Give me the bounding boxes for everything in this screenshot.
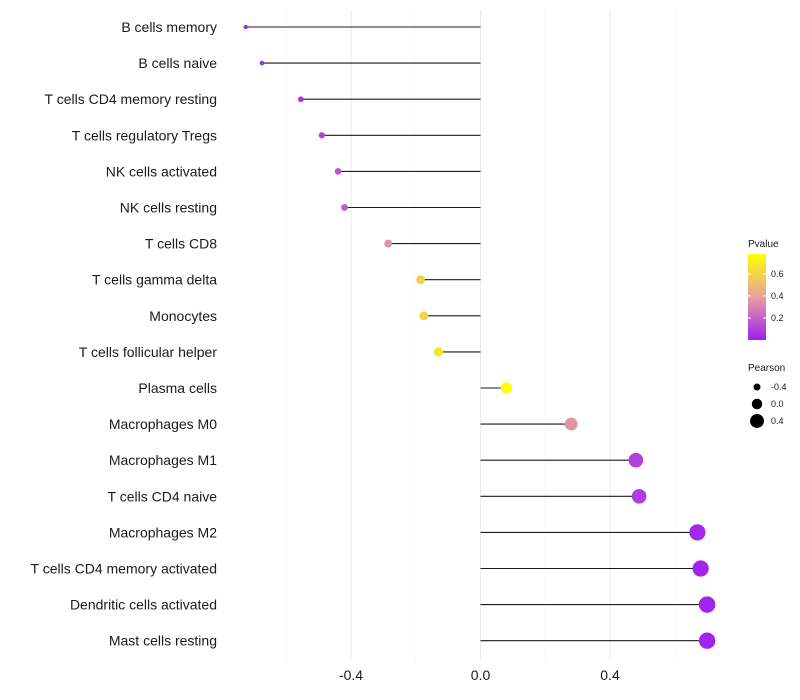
size-legend-key	[753, 383, 761, 391]
category-label: NK cells activated	[106, 163, 217, 179]
lollipop-point	[689, 524, 706, 541]
lollipop-point	[334, 168, 342, 175]
category-label: B cells naive	[138, 55, 217, 71]
category-label: NK cells resting	[120, 200, 217, 216]
category-label: T cells follicular helper	[79, 344, 218, 360]
lollipop-point	[433, 347, 444, 357]
size-legend-key	[750, 414, 764, 428]
pvalue-legend-title: Pvalue	[748, 239, 779, 250]
legends: Pvalue 0.6 0.4 0.2 Pearson -0.4 0.0 0.4	[748, 239, 787, 428]
size-legend-label: -0.4	[771, 382, 787, 392]
colorbar-tick-label: 0.4	[771, 291, 784, 301]
category-labels: B cells memory B cells naive T cells CD4 m…	[31, 19, 218, 649]
lollipop-point	[297, 96, 304, 103]
lollipop-point	[259, 60, 265, 66]
category-label: T cells CD4 memory resting	[45, 91, 217, 107]
category-label: Mast cells resting	[109, 633, 217, 649]
category-label: Plasma cells	[138, 380, 217, 396]
lollipop-stems	[245, 26, 708, 642]
category-label: B cells memory	[121, 19, 217, 35]
pearson-size-legend: -0.4 0.0 0.4	[750, 382, 787, 428]
lollipop-point	[564, 417, 578, 431]
lollipop-point	[698, 632, 716, 649]
category-label: T cells gamma delta	[92, 272, 217, 288]
x-tick-label: 0.0	[471, 667, 491, 683]
category-label: Macrophages M1	[109, 452, 217, 468]
lollipop-point	[416, 275, 426, 285]
pearson-legend-title: Pearson	[748, 363, 785, 374]
pvalue-colorbar	[748, 254, 766, 340]
lollipop-point	[500, 382, 512, 394]
colorbar-tick-label: 0.6	[771, 269, 784, 279]
lollipop-point	[631, 488, 647, 504]
x-tick-labels: -0.4 0.0 0.4	[339, 667, 620, 683]
category-label: T cells CD8	[145, 236, 217, 252]
category-label: Dendritic cells activated	[70, 597, 217, 613]
lollipop-point	[243, 24, 248, 30]
lollipop-point	[419, 311, 429, 321]
lollipop-point	[384, 239, 393, 248]
category-label: T cells regulatory Tregs	[72, 127, 217, 143]
category-label: T cells CD4 naive	[108, 488, 218, 504]
lollipop-points	[243, 24, 716, 649]
size-legend-key	[751, 398, 763, 410]
size-legend-label: 0.4	[771, 416, 784, 426]
category-label: Monocytes	[149, 308, 217, 324]
grid-lines	[285, 10, 676, 660]
pvalue-colorbar-ticks: 0.6 0.4 0.2	[748, 269, 784, 323]
category-label: Macrophages M2	[109, 524, 217, 540]
size-legend-label: 0.0	[771, 399, 784, 409]
x-tick-label: 0.4	[600, 667, 620, 683]
category-label: T cells CD4 memory activated	[31, 561, 217, 577]
lollipop-point	[318, 132, 325, 139]
lollipop-point	[692, 560, 709, 577]
colorbar-tick-label: 0.2	[771, 313, 784, 323]
lollipop-point	[698, 596, 716, 613]
lollipop-point	[341, 204, 348, 211]
category-label: Macrophages M0	[109, 416, 217, 432]
x-tick-label: -0.4	[339, 667, 363, 683]
lollipop-point	[628, 452, 644, 468]
